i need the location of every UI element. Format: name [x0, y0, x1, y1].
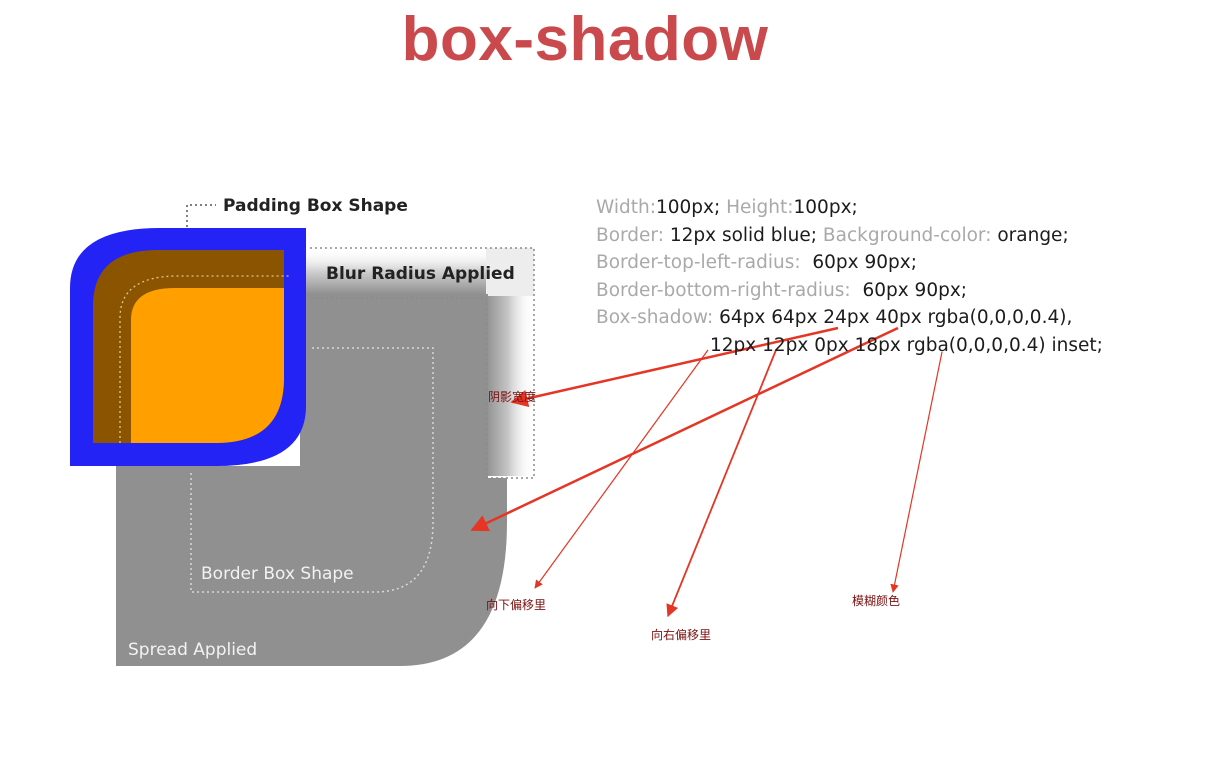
orange-padding-area [131, 288, 284, 443]
arrow-spread [470, 326, 899, 532]
code-key: Box-shadow: [596, 307, 714, 328]
label-spread-applied: Spread Applied [128, 640, 258, 660]
code-value: 100px; [793, 197, 858, 218]
annotation-offset-right: 向右偏移里 [651, 628, 712, 642]
blur-boundary-dotted [310, 247, 535, 479]
label-border-box-shape: Border Box Shape [201, 564, 354, 584]
annotation-blur-color: 模糊颜色 [852, 594, 901, 608]
padding-box-dotted [119, 275, 290, 443]
arrow-offset-down [534, 349, 709, 589]
annotation-shadow-width: 阴影宽度 [488, 390, 537, 404]
arrow-offset-right [666, 349, 777, 618]
blur-corner-top-right [486, 248, 534, 296]
arrow-shadow-width [510, 326, 839, 408]
arrow-blur-color [890, 351, 943, 593]
code-value: 60px 90px; [862, 279, 968, 301]
label-padding-box-shape: Padding Box Shape [223, 196, 408, 216]
code-key: Border-bottom-right-radius: [596, 279, 851, 301]
code-line-2: Border: 12px solid blue; Background-colo… [596, 222, 1103, 250]
border-box-dotted [190, 347, 434, 593]
label-blur-radius-applied: Blur Radius Applied [326, 264, 515, 284]
page-title: box-shadow [401, 5, 769, 74]
annotation-offset-down: 向下偏移里 [486, 598, 547, 612]
padding-box-leader [186, 204, 216, 292]
code-value: 12px solid blue; [669, 224, 818, 246]
code-key: Width: [596, 197, 656, 218]
code-value: orange; [997, 224, 1069, 246]
code-line-3: Border-top-left-radius: 60px 90px; [596, 249, 1103, 277]
code-line-1: Width:100px; Height:100px; [596, 194, 1103, 222]
blur-gradient-right [486, 296, 534, 476]
code-block: Width:100px; Height:100px; Border: 12px … [596, 194, 1103, 359]
code-value: 12px 12px 0px 18px rgba(0,0,0,0.4) inset… [710, 334, 1103, 356]
code-line-5: Box-shadow: 64px 64px 24px 40px rgba(0,0… [596, 304, 1103, 332]
code-line-4: Border-bottom-right-radius: 60px 90px; [596, 277, 1103, 305]
code-key: Border: [596, 224, 664, 246]
blur-gradient-top [300, 248, 490, 294]
code-key: Background-color: [822, 224, 992, 246]
code-line-6: 12px 12px 0px 18px rgba(0,0,0,0.4) inset… [596, 332, 1103, 360]
code-key: Height: [726, 197, 794, 218]
code-value: 100px; [655, 197, 721, 218]
code-key: Border-top-left-radius: [596, 252, 801, 273]
spread-shadow-shape [116, 294, 507, 666]
code-value: 60px 90px; [812, 252, 917, 273]
code-value: 64px 64px 24px 40px rgba(0,0,0,0.4), [719, 307, 1073, 328]
